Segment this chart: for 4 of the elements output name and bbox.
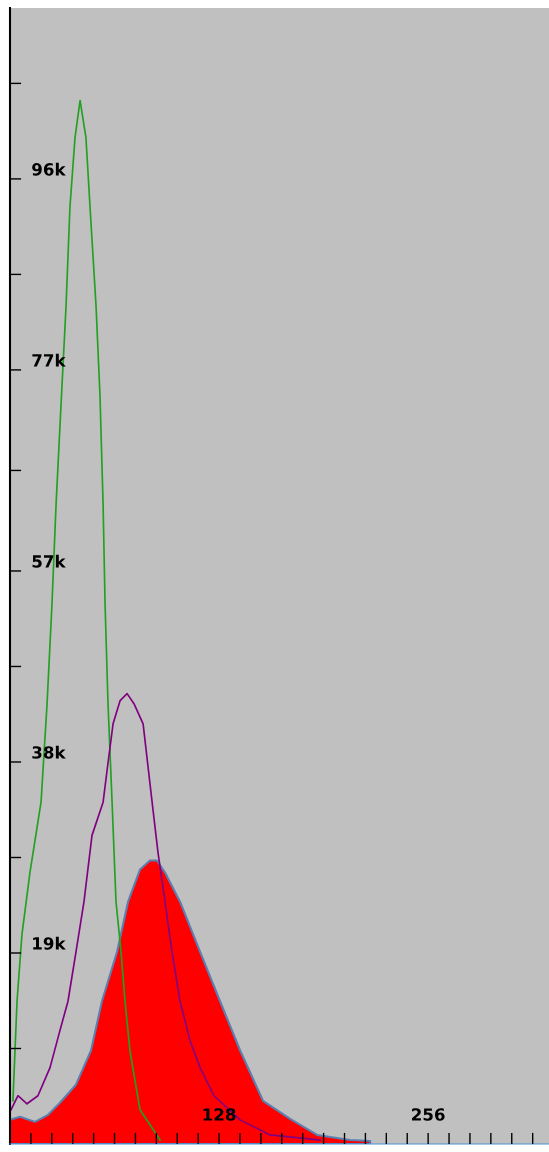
x-tick-label: 128 xyxy=(203,1108,236,1121)
y-tick-label: 19k xyxy=(33,936,66,950)
y-tick-label: 96k xyxy=(32,162,66,176)
x-tick-label: 256 xyxy=(412,1108,445,1121)
